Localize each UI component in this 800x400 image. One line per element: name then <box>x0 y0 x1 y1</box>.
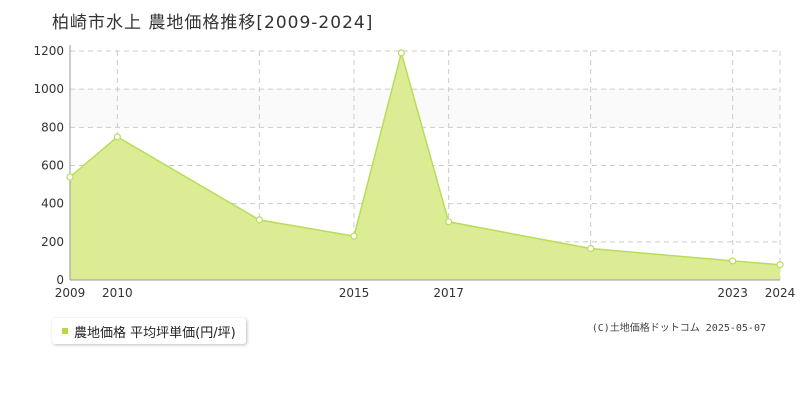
x-tick-label: 2009 <box>55 286 86 300</box>
chart-title: 柏崎市水上 農地価格推移[2009-2024] <box>52 13 374 33</box>
legend-swatch <box>62 328 68 334</box>
y-tick-label: 200 <box>41 235 64 249</box>
data-markers <box>66 49 784 269</box>
y-tick-label: 600 <box>41 159 64 173</box>
y-tick-label: 400 <box>41 197 64 211</box>
data-point <box>66 173 74 181</box>
copyright-text: (C)土地価格ドットコム 2025-05-07 <box>591 323 766 334</box>
y-tick-label: 0 <box>56 273 64 287</box>
x-tick-label: 2010 <box>102 286 133 300</box>
data-point <box>255 216 263 224</box>
data-point <box>397 49 405 57</box>
plot-band <box>70 89 780 128</box>
data-point <box>776 261 784 269</box>
x-tick-label: 2024 <box>765 286 796 300</box>
data-point <box>445 218 453 226</box>
x-tick-label: 2023 <box>717 286 748 300</box>
legend-label: 農地価格 平均坪単価(円/坪) <box>74 325 236 341</box>
axes: 0 200 400 600 800 1000 1200 2009 2010 2015 2017 202… <box>33 44 795 300</box>
legend: 農地価格 平均坪単価(円/坪) <box>52 318 246 344</box>
data-point <box>350 232 358 240</box>
x-tick-label: 2015 <box>339 286 370 300</box>
y-tick-label: 800 <box>41 120 64 134</box>
data-point <box>729 257 737 265</box>
data-point <box>587 244 595 253</box>
y-tick-label: 1000 <box>33 82 64 96</box>
area-fill <box>70 52 780 281</box>
y-tick-label: 1200 <box>33 44 64 58</box>
series-area <box>69 50 781 281</box>
data-point <box>113 133 121 141</box>
x-tick-label: 2017 <box>433 286 464 300</box>
